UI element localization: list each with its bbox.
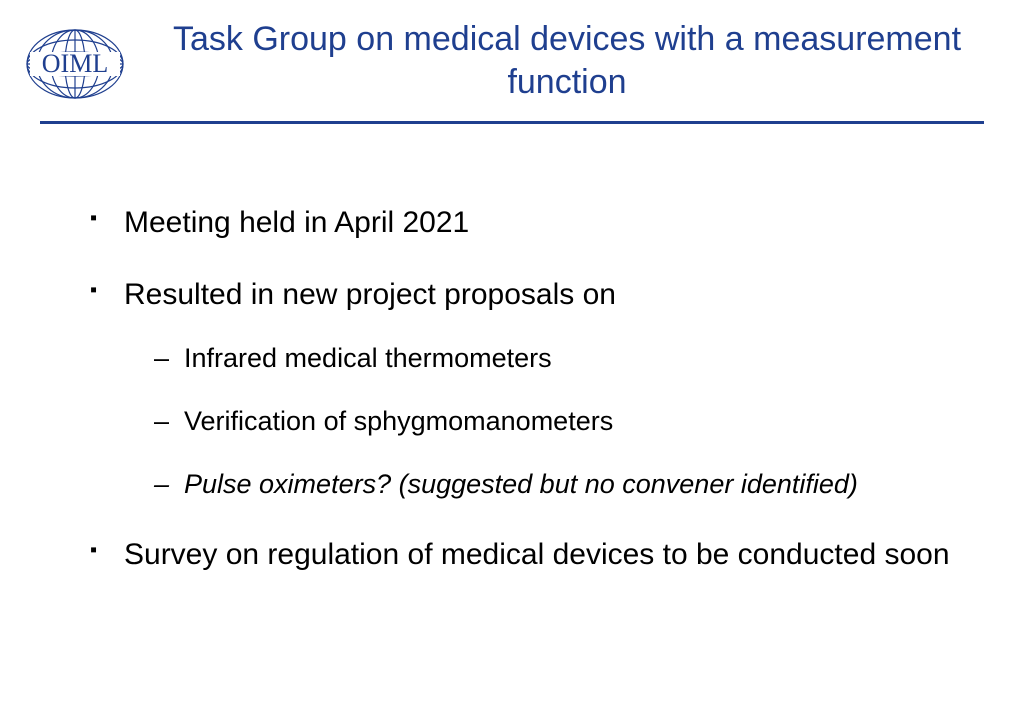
bullet-text: Meeting held in April 2021 [124, 206, 469, 239]
bullet-level2: Pulse oximeters? (suggested but no conve… [154, 467, 964, 502]
logo-text: OIML [42, 49, 108, 78]
oiml-logo: OIML [20, 18, 140, 109]
bullet-level2: Verification of sphygmomanometers [154, 404, 964, 439]
bullet-text: Resulted in new project proposals on [124, 278, 616, 311]
bullet-level1: Resulted in new project proposals on Infr… [90, 276, 964, 503]
bullet-text: Pulse oximeters? (suggested but no conve… [184, 469, 858, 499]
bullet-level2: Infrared medical thermometers [154, 341, 964, 376]
bullet-level1: Survey on regulation of medical devices … [90, 536, 964, 574]
slide-header: OIML Task Group on medical devices with … [0, 0, 1024, 109]
slide-title: Task Group on medical devices with a mea… [140, 18, 984, 103]
slide-body: Meeting held in April 2021 Resulted in ne… [0, 124, 1024, 574]
bullet-text: Infrared medical thermometers [184, 343, 552, 373]
bullet-level1: Meeting held in April 2021 [90, 204, 964, 242]
bullet-text: Verification of sphygmomanometers [184, 406, 613, 436]
bullet-text: Survey on regulation of medical devices … [124, 538, 950, 571]
